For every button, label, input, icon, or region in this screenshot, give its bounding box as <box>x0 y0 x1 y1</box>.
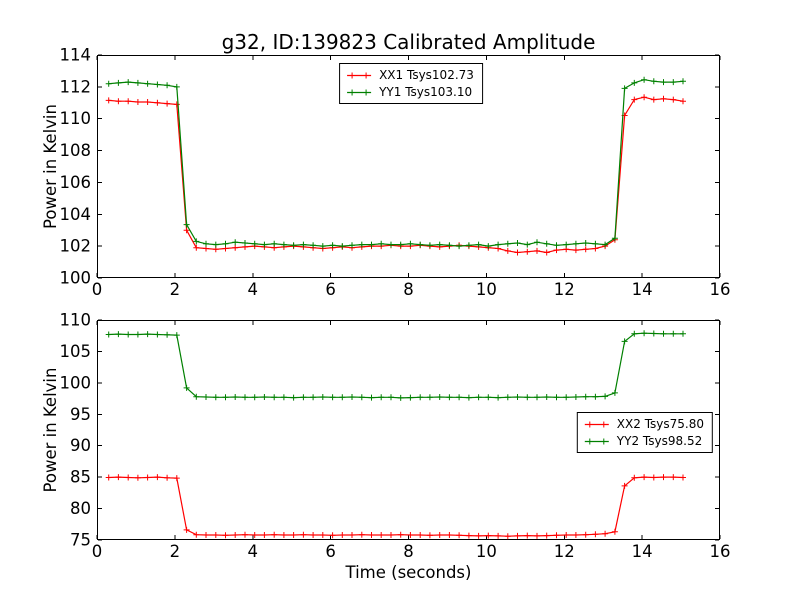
x-tick-label: 8 <box>403 542 414 561</box>
y-tick-label: 100 <box>60 373 92 392</box>
x-tick-label: 14 <box>632 280 653 299</box>
top-plot-canvas: 0 2 4 6 8 10 12 14 16 100 102 104 106 108 110 112 114 Pow… <box>41 46 731 300</box>
series-YY2 <box>105 330 686 401</box>
x-tick-label: 2 <box>170 542 181 561</box>
bottom-legend: XX2 Tsys75.80 YY2 Tsys98.52 <box>576 412 713 453</box>
x-tick-label: 14 <box>632 542 653 561</box>
y-tick-label: 114 <box>60 46 92 65</box>
legend-item: YY1 Tsys103.10 <box>346 85 474 99</box>
legend-label: YY1 Tsys103.10 <box>379 85 473 99</box>
chart-title: g32, ID:139823 Calibrated Amplitude <box>221 30 596 54</box>
x-tick-label: 0 <box>92 280 103 299</box>
y-tick-label: 112 <box>60 77 92 96</box>
plot-frame <box>97 320 720 540</box>
legend-label: XX2 Tsys75.80 <box>616 417 704 431</box>
x-tick-label: 0 <box>92 542 103 561</box>
series-XX1 <box>105 94 686 256</box>
legend-key-line <box>584 421 609 427</box>
y-tick-label: 100 <box>60 269 92 288</box>
series-YY1 <box>105 76 686 250</box>
legend-key-line <box>347 89 372 95</box>
x-tick-label: 12 <box>554 542 575 561</box>
y-tick-label: 110 <box>60 109 92 128</box>
x-tick-label: 8 <box>403 280 414 299</box>
legend-key-line <box>347 72 372 78</box>
x-tick-label: 2 <box>170 280 181 299</box>
x-axis-label: Time (seconds) <box>345 563 472 582</box>
y-axis-label: Power in Kelvin <box>41 368 60 493</box>
y-tick-label: 90 <box>70 436 91 455</box>
y-tick-label: 75 <box>70 531 91 550</box>
y-tick-label: 95 <box>70 405 91 424</box>
legend-item: YY2 Tsys98.52 <box>584 434 704 448</box>
legend-key-line <box>584 438 609 444</box>
plot-frame <box>97 55 720 278</box>
x-tick-label: 6 <box>325 542 336 561</box>
legend-item: XX1 Tsys102.73 <box>346 68 474 82</box>
series-XX2 <box>105 474 686 540</box>
x-tick-label: 4 <box>248 542 258 561</box>
bottom-plot-canvas: 0 2 4 6 8 10 12 14 16 75 80 85 90 95 100 105 110 Power in… <box>41 311 731 583</box>
y-tick-label: 104 <box>60 205 92 224</box>
x-tick-label: 10 <box>476 280 497 299</box>
x-tick-label: 6 <box>325 280 336 299</box>
y-tick-label: 110 <box>60 311 92 330</box>
x-tick-label: 10 <box>476 542 497 561</box>
legend-item: XX2 Tsys75.80 <box>584 417 704 431</box>
y-tick-label: 102 <box>60 237 92 256</box>
y-tick-label: 85 <box>70 468 91 487</box>
x-tick-label: 16 <box>710 542 731 561</box>
y-tick-label: 80 <box>70 499 91 518</box>
x-tick-label: 16 <box>710 280 731 299</box>
legend-label: XX1 Tsys102.73 <box>379 68 474 82</box>
x-tick-label: 4 <box>248 280 258 299</box>
legend-label: YY2 Tsys98.52 <box>616 434 703 448</box>
top-legend: XX1 Tsys102.73 YY1 Tsys103.10 <box>339 63 483 104</box>
y-axis-label: Power in Kelvin <box>41 104 60 229</box>
y-tick-label: 106 <box>60 173 92 192</box>
x-tick-label: 12 <box>554 280 575 299</box>
y-tick-label: 105 <box>60 342 92 361</box>
y-tick-label: 108 <box>60 141 92 160</box>
